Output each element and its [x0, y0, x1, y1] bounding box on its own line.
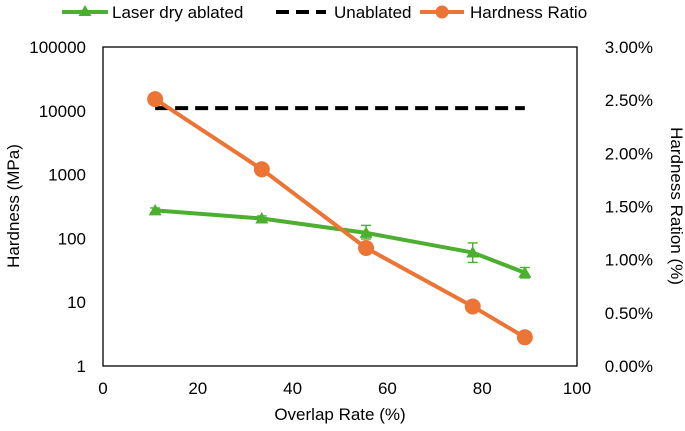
plot-area: [102, 46, 578, 367]
y-left-tick-label: 1000: [48, 166, 86, 185]
y-left-tick-label: 10: [67, 293, 86, 312]
y-right-tick-label: 0.50%: [605, 304, 653, 323]
y-right-tick-label: 1.00%: [605, 251, 653, 270]
x-tick-label: 100: [563, 379, 591, 398]
legend-label-ratio: Hardness Ratio: [470, 3, 587, 22]
x-tick-label: 40: [283, 379, 302, 398]
y-left-tick-label: 10000: [39, 102, 86, 121]
laser-dry-ablated-point: [359, 226, 373, 238]
y-right-tick-labels: 0.00% 0.50% 1.00% 1.50% 2.00% 2.50% 3.00%: [605, 38, 653, 376]
x-tick-label: 20: [188, 379, 207, 398]
laser-dry-ablated-point: [148, 203, 162, 216]
x-axis-title: Overlap Rate (%): [274, 405, 405, 424]
hardness-ratio-point: [464, 298, 481, 315]
laser-dry-ablated-point: [518, 266, 532, 278]
y-right-tick-label: 2.00%: [605, 144, 653, 163]
x-tick-label: 0: [98, 379, 107, 398]
legend-label-laser: Laser dry ablated: [112, 3, 243, 22]
legend-label-unablated: Unablated: [334, 3, 412, 22]
y-left-tick-labels: 1 10 100 1000 10000 100000: [29, 38, 86, 376]
y-left-tick-label: 100000: [29, 38, 86, 57]
y-right-tick-label: 0.00%: [605, 357, 653, 376]
y-right-tick-label: 2.50%: [605, 91, 653, 110]
x-tick-label: 60: [378, 379, 397, 398]
laser-dry-ablated-point: [466, 246, 480, 258]
series-layer: [147, 91, 533, 346]
y-right-axis-title: Hardness Ration (%): [667, 127, 685, 285]
laser-dry-ablated-point: [255, 212, 269, 224]
y-right-tick-label: 1.50%: [605, 198, 653, 217]
legend-marker-ratio: [435, 5, 449, 19]
laser-dry-ablated-line: [154, 208, 526, 275]
y-right-tick-label: 3.00%: [605, 38, 653, 57]
y-left-axis-title: Hardness (MPa): [4, 144, 23, 268]
x-tick-label: 80: [473, 379, 492, 398]
hardness-ratio-point: [253, 161, 270, 178]
hardness-ratio-point: [358, 239, 375, 256]
hardness-ratio-point: [147, 91, 164, 108]
legend-marker-laser: [78, 5, 92, 16]
hardness-ratio-point: [516, 329, 533, 346]
legend: Laser dry ablated Unablated Hardness Rat…: [62, 3, 587, 22]
x-tick-labels: 0 20 40 60 80 100: [98, 379, 591, 398]
y-left-tick-label: 1: [77, 357, 86, 376]
y-left-tick-label: 100: [58, 229, 86, 248]
